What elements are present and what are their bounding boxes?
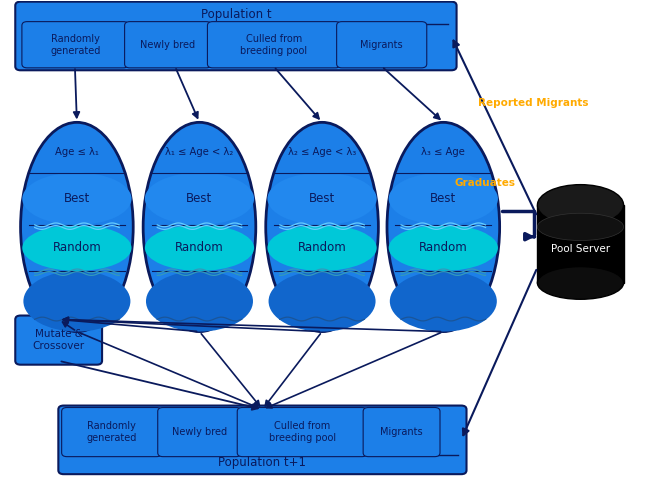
FancyBboxPatch shape [237, 407, 367, 457]
Text: Culled from
breeding pool: Culled from breeding pool [240, 34, 307, 56]
Ellipse shape [388, 173, 498, 225]
Ellipse shape [21, 122, 133, 331]
Text: Population t+1: Population t+1 [218, 456, 306, 469]
Text: Best: Best [187, 192, 212, 205]
Text: Pool Server: Pool Server [551, 244, 610, 254]
Text: Best: Best [430, 192, 456, 205]
Ellipse shape [268, 225, 376, 271]
Text: Newly bred: Newly bred [141, 40, 196, 50]
Ellipse shape [387, 122, 499, 331]
Ellipse shape [143, 122, 256, 331]
FancyBboxPatch shape [22, 21, 129, 68]
Ellipse shape [537, 184, 623, 225]
FancyBboxPatch shape [207, 21, 341, 68]
Text: Culled from
breeding pool: Culled from breeding pool [269, 421, 336, 443]
FancyBboxPatch shape [15, 1, 457, 70]
FancyBboxPatch shape [58, 406, 467, 474]
Text: Random: Random [419, 242, 467, 254]
Ellipse shape [537, 213, 623, 241]
Text: Randomly
generated: Randomly generated [50, 34, 100, 56]
Text: Best: Best [64, 192, 90, 205]
Text: Randomly
generated: Randomly generated [86, 421, 137, 443]
Text: Mutate &
Crossover: Mutate & Crossover [33, 329, 85, 351]
Ellipse shape [145, 225, 254, 271]
Ellipse shape [268, 271, 376, 331]
Ellipse shape [146, 271, 253, 331]
Ellipse shape [145, 173, 254, 225]
Text: Graduates: Graduates [455, 178, 515, 188]
Ellipse shape [23, 225, 131, 271]
FancyBboxPatch shape [363, 407, 440, 457]
Ellipse shape [266, 122, 378, 331]
Text: λ₂ ≤ Age < λ₃: λ₂ ≤ Age < λ₃ [288, 146, 356, 157]
Ellipse shape [268, 173, 376, 225]
Text: Reported Migrants: Reported Migrants [478, 98, 588, 108]
FancyBboxPatch shape [125, 21, 211, 68]
Text: Random: Random [297, 242, 347, 254]
Text: Migrants: Migrants [380, 427, 423, 437]
Ellipse shape [23, 173, 131, 225]
Ellipse shape [537, 266, 623, 299]
Text: λ₃ ≤ Age: λ₃ ≤ Age [422, 146, 465, 157]
Ellipse shape [388, 225, 498, 271]
Text: λ₁ ≤ Age < λ₂: λ₁ ≤ Age < λ₂ [165, 146, 234, 157]
Text: Age ≤ λ₁: Age ≤ λ₁ [55, 146, 99, 157]
Ellipse shape [390, 271, 497, 331]
FancyBboxPatch shape [62, 407, 162, 457]
Ellipse shape [23, 271, 130, 331]
Text: Migrants: Migrants [361, 40, 403, 50]
Text: Population t: Population t [201, 8, 271, 21]
FancyBboxPatch shape [158, 407, 241, 457]
FancyBboxPatch shape [15, 316, 102, 365]
Text: Random: Random [175, 242, 224, 254]
Text: Best: Best [309, 192, 335, 205]
Text: Random: Random [52, 242, 102, 254]
FancyBboxPatch shape [337, 21, 427, 68]
Text: Newly bred: Newly bred [172, 427, 227, 437]
Bar [537, 205, 623, 283]
